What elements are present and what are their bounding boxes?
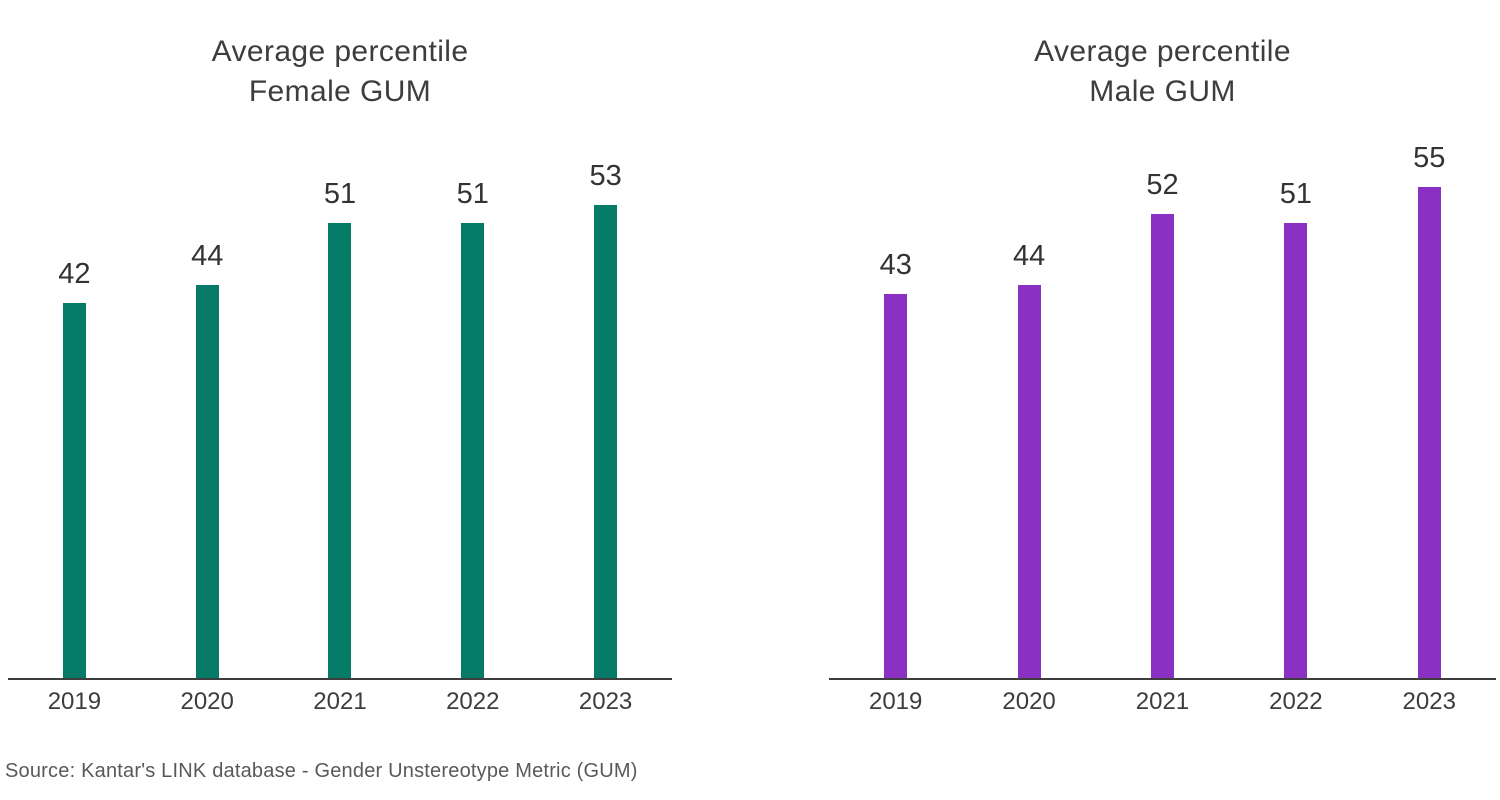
chart-title-female: Average percentile Female GUM <box>8 32 672 112</box>
bar-2020-female <box>195 285 219 678</box>
x-tick-label: 2019 <box>868 688 923 715</box>
bar-value-label: 51 <box>456 178 489 210</box>
chart-female-gum: Average percentile Female GUM 42 44 51 5… <box>8 0 672 800</box>
x-tick-label: 2020 <box>180 688 234 715</box>
title-line: Average percentile <box>211 35 469 68</box>
bar-2023-female <box>594 205 618 678</box>
bar-group: 53 <box>589 160 622 678</box>
bar-group: 44 <box>191 240 223 678</box>
title-line: Average percentile <box>1034 35 1291 68</box>
plot-area-female: 42 44 51 51 53 <box>8 160 672 678</box>
bar-value-label: 43 <box>879 249 912 281</box>
bar-value-label: 51 <box>323 178 357 210</box>
bar-value-label: 42 <box>58 258 91 290</box>
bar-2023-male <box>1417 187 1441 678</box>
plot-area-male: 43 44 52 51 55 <box>829 142 1496 678</box>
bar-2019-female <box>62 303 86 678</box>
x-tick-label: 2023 <box>1402 688 1456 715</box>
x-axis-line <box>829 678 1496 680</box>
bar-2022-male <box>1284 223 1308 678</box>
chart-title-male: Average percentile Male GUM <box>829 32 1496 112</box>
bar-2020-male <box>1017 285 1041 678</box>
bar-group: 43 <box>880 249 912 678</box>
x-tick-label: 2022 <box>446 688 500 715</box>
bar-value-label: 51 <box>1279 178 1312 210</box>
bar-group: 51 <box>1280 178 1312 678</box>
bar-2021-female <box>328 223 352 678</box>
bar-value-label: 44 <box>191 240 224 272</box>
x-axis-line <box>8 678 672 680</box>
bar-group: 52 <box>1146 169 1179 678</box>
x-tick-label: 2020 <box>1002 688 1056 715</box>
x-tick-label: 2021 <box>1135 688 1190 715</box>
bar-value-label: 53 <box>589 160 622 192</box>
x-tick-label: 2021 <box>313 688 367 715</box>
bar-group: 44 <box>1013 240 1045 678</box>
bar-value-label: 55 <box>1413 142 1446 174</box>
bar-value-label: 44 <box>1012 240 1046 272</box>
chart-male-gum: Average percentile Male GUM 43 44 52 51 … <box>829 0 1496 800</box>
bar-2019-male <box>884 294 908 678</box>
bar-group: 51 <box>457 178 489 678</box>
bar-value-label: 52 <box>1146 169 1179 201</box>
bar-group: 51 <box>324 178 356 678</box>
source-note: Source: Kantar's LINK database - Gender … <box>5 760 638 782</box>
x-axis-labels: 2019 2020 2021 2022 2023 <box>8 688 672 716</box>
title-line: Female GUM <box>248 75 432 108</box>
bar-2022-female <box>461 223 485 678</box>
bar-group: 42 <box>58 258 91 678</box>
bar-group: 55 <box>1413 142 1445 678</box>
x-axis-labels: 2019 2020 2021 2022 2023 <box>829 688 1496 716</box>
bar-2021-male <box>1150 214 1174 678</box>
x-tick-label: 2023 <box>578 688 633 715</box>
title-line: Male GUM <box>1089 75 1236 108</box>
x-tick-label: 2019 <box>47 688 102 715</box>
x-tick-label: 2022 <box>1269 688 1323 715</box>
